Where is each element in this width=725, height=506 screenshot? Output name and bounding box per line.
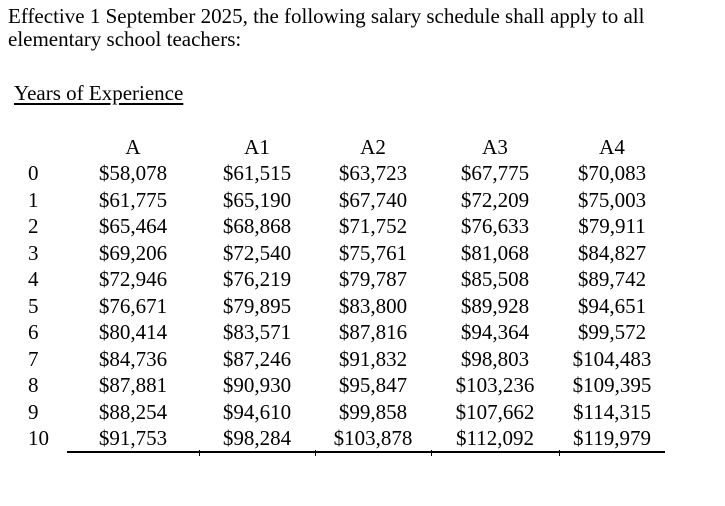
intro-line-1: Effective 1 September 2025, the followin…	[8, 4, 645, 28]
salary-cell: $84,736	[98, 346, 168, 371]
column-header-a1: A1	[244, 134, 270, 159]
salary-cell: $63,723	[338, 161, 408, 186]
salary-cell: $99,858	[338, 399, 408, 424]
salary-cell: $114,315	[573, 399, 651, 424]
salary-cell: $94,651	[577, 293, 647, 318]
salary-cell: $83,800	[338, 293, 408, 318]
salary-table-body: 0 $58,078 $61,515 $63,723 $67,775 $70,083 1 $61…	[8, 161, 665, 453]
salary-cell: $70,083	[577, 161, 647, 186]
column-boundary-tick	[199, 450, 200, 456]
salary-cell: $75,003	[577, 187, 647, 212]
table-row: 8 $87,881 $90,930 $95,847 $103,236 $109,395	[8, 373, 665, 400]
salary-cell: $103,236	[455, 373, 535, 398]
salary-cell: $75,761	[338, 240, 408, 265]
salary-cell: $61,775	[98, 187, 168, 212]
salary-cell: $85,508	[460, 267, 530, 292]
table-row: 1 $61,775 $65,190 $67,740 $72,209 $75,003	[8, 187, 665, 214]
salary-cell: $99,572	[577, 320, 647, 345]
salary-cell: $95,847	[338, 373, 408, 398]
years-cell: 5	[28, 293, 39, 318]
salary-cell: $67,775	[460, 161, 530, 186]
salary-cell: $69,206	[98, 240, 168, 265]
salary-cell: $94,610	[222, 399, 292, 424]
salary-cell: $79,895	[222, 293, 292, 318]
years-cell: 2	[28, 214, 39, 239]
salary-cell: $58,078	[98, 161, 168, 186]
table-row: 9 $88,254 $94,610 $99,858 $107,662 $114,315	[8, 399, 665, 426]
salary-cell: $104,483	[572, 346, 652, 371]
salary-cell: $89,742	[577, 267, 647, 292]
years-cell: 9	[28, 399, 39, 424]
salary-cell: $94,364	[460, 320, 530, 345]
salary-schedule-table: A A1 A2 A3 A4 0 $58,078 $61,515 $63,723 $67,775 $…	[8, 134, 665, 453]
salary-cell: $65,190	[222, 187, 292, 212]
years-of-experience-heading: Years of Experience	[14, 81, 184, 105]
salary-cell: $61,515	[222, 161, 292, 186]
salary-cell: $109,395	[572, 373, 652, 398]
salary-cell: $80,414	[98, 320, 168, 345]
salary-cell: $91,753	[67, 425, 199, 453]
salary-cell: $79,787	[338, 267, 408, 292]
column-header-a2: A2	[360, 134, 386, 159]
salary-cell: $65,464	[98, 214, 168, 239]
salary-cell: $76,633	[460, 214, 530, 239]
years-cell: 10	[28, 426, 49, 451]
salary-cell: $98,803	[460, 346, 530, 371]
table-row: 7 $84,736 $87,246 $91,832 $98,803 $104,483	[8, 346, 665, 373]
salary-cell: $72,946	[98, 267, 168, 292]
salary-cell: $112,092	[431, 425, 559, 453]
salary-cell: $67,740	[338, 187, 408, 212]
years-cell: 1	[28, 187, 39, 212]
column-header-a: A	[125, 134, 141, 159]
salary-cell: $72,209	[460, 187, 530, 212]
table-row: 2 $65,464 $68,868 $71,752 $76,633 $79,911	[8, 214, 665, 241]
table-row: 5 $76,671 $79,895 $83,800 $89,928 $94,651	[8, 293, 665, 320]
salary-cell: $90,930	[222, 373, 292, 398]
column-header-a3: A3	[482, 134, 508, 159]
salary-cell: $103,878	[315, 425, 431, 453]
table-row: 4 $72,946 $76,219 $79,787 $85,508 $89,742	[8, 267, 665, 294]
years-cell: 0	[28, 161, 39, 186]
salary-cell: $84,827	[577, 240, 647, 265]
table-row: 3 $69,206 $72,540 $75,761 $81,068 $84,827	[8, 240, 665, 267]
table-row: 6 $80,414 $83,571 $87,816 $94,364 $99,572	[8, 320, 665, 347]
salary-table-header-row: A A1 A2 A3 A4	[8, 134, 665, 161]
salary-cell: $72,540	[222, 240, 292, 265]
salary-cell: $89,928	[460, 293, 530, 318]
salary-cell: $87,246	[222, 346, 292, 371]
years-column-header	[8, 134, 67, 161]
salary-cell: $87,881	[98, 373, 168, 398]
column-header-a4: A4	[599, 134, 625, 159]
years-cell: 4	[28, 267, 39, 292]
salary-cell: $107,662	[455, 399, 535, 424]
salary-cell: $87,816	[338, 320, 408, 345]
salary-cell: $119,979	[559, 425, 665, 453]
salary-cell: $88,254	[98, 399, 168, 424]
salary-cell: $81,068	[460, 240, 530, 265]
column-boundary-tick	[431, 450, 432, 456]
column-boundary-tick	[315, 450, 316, 456]
years-cell: 3	[28, 240, 39, 265]
salary-cell: $76,671	[98, 293, 168, 318]
salary-cell: $68,868	[222, 214, 292, 239]
years-cell: 8	[28, 373, 39, 398]
table-row: 0 $58,078 $61,515 $63,723 $67,775 $70,083	[8, 161, 665, 188]
intro-line-2: elementary school teachers:	[8, 27, 242, 51]
years-cell: 6	[28, 320, 39, 345]
salary-cell: $79,911	[578, 214, 646, 239]
table-row: 10 $91,753 $98,284 $103,878 $112,092 $119,979	[8, 425, 665, 453]
intro-paragraph: Effective 1 September 2025, the followin…	[8, 5, 644, 51]
salary-cell: $98,284	[199, 425, 315, 453]
column-boundary-tick	[559, 450, 560, 456]
salary-cell: $76,219	[222, 267, 292, 292]
salary-cell: $71,752	[338, 214, 408, 239]
salary-cell: $91,832	[338, 346, 408, 371]
salary-cell: $83,571	[222, 320, 292, 345]
years-cell: 7	[28, 346, 39, 371]
